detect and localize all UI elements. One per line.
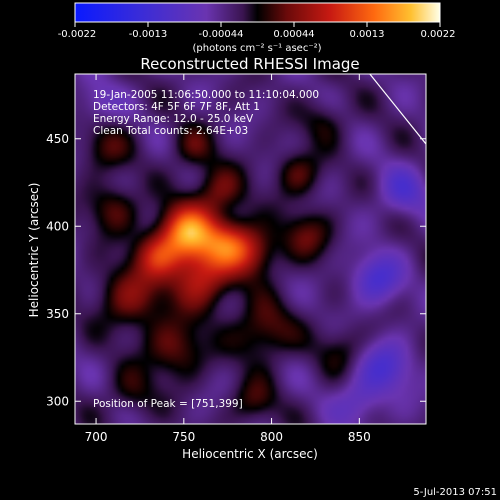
colorbar-tick-label: 0.0013 (350, 29, 385, 40)
x-tick-label: 750 (172, 430, 195, 444)
annotation-line: Energy Range: 12.0 - 25.0 keV (93, 113, 254, 125)
x-axis-label: Heliocentric X (arcsec) (182, 447, 318, 461)
footer-timestamp: 5-Jul-2013 07:51 (413, 487, 497, 498)
colorbar (74, 2, 441, 23)
solar-limb-line (369, 74, 426, 145)
y-tick-label: 300 (46, 394, 69, 408)
colorbar-tick-label: -0.0013 (129, 29, 168, 40)
colorbar-tick-label: -0.00044 (199, 29, 244, 40)
y-tick-label: 450 (46, 132, 69, 146)
colorbar-tick-label: 0.0022 (421, 29, 456, 40)
plot-frame (74, 73, 427, 425)
colorbar-tick-label: -0.0022 (58, 29, 97, 40)
y-tick-label: 350 (46, 307, 69, 321)
y-axis-label: Heliocentric Y (arcsec) (27, 183, 41, 318)
heatmap-image (75, 74, 426, 424)
annotation-line: Detectors: 4F 5F 6F 7F 8F, Att 1 (93, 101, 260, 113)
colorbar-tick-label: 0.00044 (273, 29, 314, 40)
x-axis-ticks: 700 750 800 850 (85, 74, 371, 444)
peak-position-label: Position of Peak = [751,399] (93, 398, 243, 410)
y-tick-label: 400 (46, 219, 69, 233)
annotation-line: 19-Jan-2005 11:06:50.000 to 11:10:04.000 (93, 89, 319, 101)
annotation-line: Clean Total counts: 2.64E+03 (93, 125, 248, 137)
x-tick-label: 850 (348, 430, 371, 444)
y-axis-ticks: 300 350 400 450 (46, 132, 426, 408)
colorbar-ticks: -0.0022 -0.0013 -0.00044 0.00044 0.0013 0.002… (58, 22, 456, 40)
chart-title: Reconstructed RHESSI Image (140, 55, 359, 73)
colorbar-unit-label: (photons cm⁻² s⁻¹ asec⁻²) (192, 43, 321, 54)
observation-annotations: 19-Jan-2005 11:06:50.000 to 11:10:04.000… (93, 89, 319, 137)
x-tick-label: 700 (85, 430, 108, 444)
x-tick-label: 800 (260, 430, 283, 444)
